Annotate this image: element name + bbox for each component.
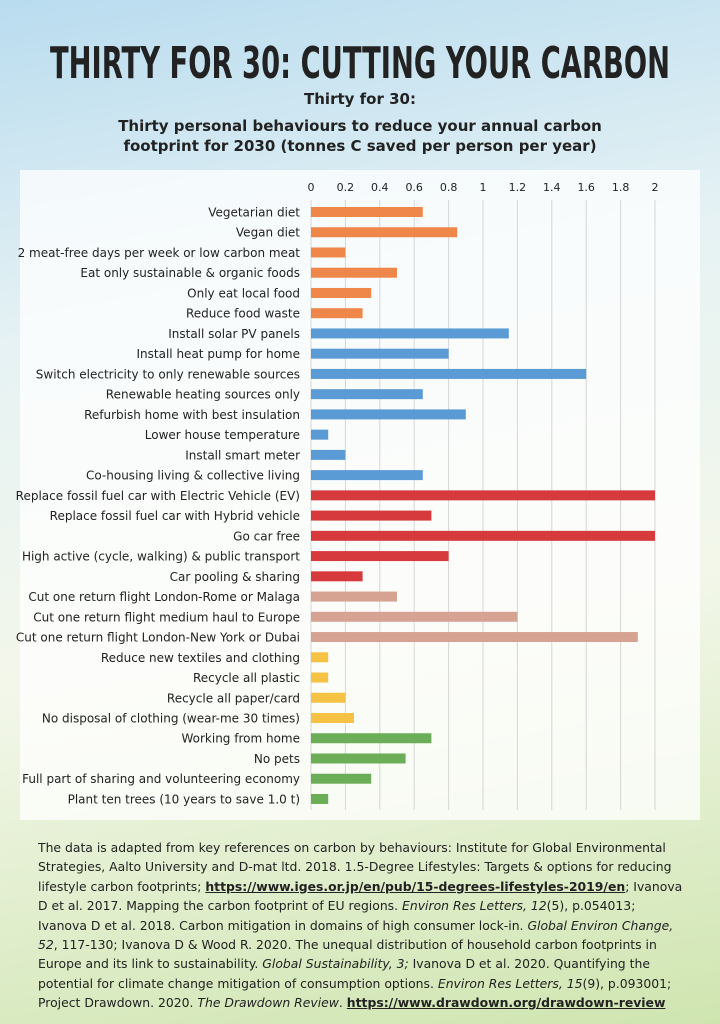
source-text: . xyxy=(338,995,347,1011)
source-text: Ivanova D et al. 2020. Quantifying the p… xyxy=(38,956,650,991)
bar xyxy=(311,490,655,501)
bar xyxy=(311,591,397,602)
y-tick-label: Recycle all plastic xyxy=(193,671,300,685)
bar xyxy=(311,389,423,400)
y-tick-label: High active (cycle, walking) & public tr… xyxy=(22,550,300,564)
y-tick-label: Go car free xyxy=(233,529,300,543)
source-text: The Drawdown Review xyxy=(197,995,339,1011)
x-tick-label: 2 xyxy=(652,181,659,194)
source-text: Environ Res Letters, 12 xyxy=(402,898,547,914)
source-text: Global Environ Change, 52 xyxy=(38,917,674,953)
y-tick-label: Vegan diet xyxy=(236,226,300,240)
source-link[interactable]: https://www.drawdown.org/drawdown-review xyxy=(346,995,666,1011)
bar xyxy=(311,632,638,643)
bar xyxy=(311,713,354,723)
bar xyxy=(311,753,406,764)
source-text: , 117-130; Ivanova D & Wood R. 2020. The… xyxy=(38,937,657,972)
bar xyxy=(311,429,329,440)
y-tick-label: No pets xyxy=(254,752,300,766)
y-tick-label: Only eat local food xyxy=(187,286,300,300)
source-text: (5), p.054013; Ivanova D et al. 2018. Ca… xyxy=(38,898,636,933)
y-tick-label: Replace fossil fuel car with Hybrid vehi… xyxy=(50,509,300,523)
bar xyxy=(311,672,329,683)
y-tick-label: Co-housing living & collective living xyxy=(86,469,300,483)
y-tick-label: Refurbish home with best insulation xyxy=(84,408,300,422)
y-tick-label: Switch electricity to only renewable sou… xyxy=(36,367,300,381)
x-tick-label: 1.8 xyxy=(612,181,630,194)
bar xyxy=(311,267,397,278)
y-tick-label: Cut one return flight London-New York or… xyxy=(16,631,300,645)
bar xyxy=(311,449,346,460)
y-tick-label: Renewable heating sources only xyxy=(106,388,300,402)
x-tick-label: 1.6 xyxy=(577,181,595,194)
y-tick-label: Cut one return flight medium haul to Eur… xyxy=(33,610,300,624)
bar xyxy=(311,287,372,298)
y-tick-label: No disposal of clothing (wear-me 30 time… xyxy=(42,712,300,726)
y-tick-label: Recycle all paper/card xyxy=(167,691,300,705)
bar xyxy=(311,611,518,622)
x-tick-label: 0.2 xyxy=(337,181,355,194)
bar xyxy=(311,308,363,319)
bar xyxy=(311,368,587,379)
y-tick-label: Working from home xyxy=(181,732,300,746)
y-tick-label: Replace fossil fuel car with Electric Ve… xyxy=(16,489,300,503)
bar xyxy=(311,328,509,339)
y-tick-label: Plant ten trees (10 years to save 1.0 t) xyxy=(68,792,300,806)
subtitle: Thirty for 30: xyxy=(304,90,416,108)
x-tick-label: 0 xyxy=(308,181,315,194)
y-tick-label: Reduce food waste xyxy=(186,307,300,321)
x-tick-label: 0.4 xyxy=(371,181,389,194)
source-text: The data is adapted from key references … xyxy=(38,840,672,894)
bar xyxy=(311,773,372,784)
bar xyxy=(311,733,432,744)
y-tick-label: Install solar PV panels xyxy=(168,327,300,341)
y-tick-label: Eat only sustainable & organic foods xyxy=(80,266,300,280)
bar xyxy=(311,793,329,804)
y-tick-label: Install heat pump for home xyxy=(137,347,300,361)
source-text: ; Ivanova D et al. 2017. Mapping the car… xyxy=(38,878,683,914)
x-tick-label: 0.6 xyxy=(405,181,423,194)
bar xyxy=(311,652,329,663)
description: Thirty personal behaviours to reduce you… xyxy=(118,117,602,155)
bar xyxy=(311,551,449,562)
x-tick-label: 1.4 xyxy=(543,181,561,194)
source-text: Global Sustainability, 3; xyxy=(262,956,409,972)
y-tick-label: 2 meat-free days per week or low carbon … xyxy=(18,246,301,260)
y-tick-label: Install smart meter xyxy=(185,448,300,462)
bar xyxy=(311,571,363,582)
y-tick-label: Cut one return flight London-Rome or Mal… xyxy=(28,590,300,604)
bar xyxy=(311,207,423,217)
bar xyxy=(311,409,466,420)
x-tick-label: 1 xyxy=(480,181,487,194)
bar xyxy=(311,692,346,703)
chart-title: THIRTY FOR 30: CUTTING YOUR CARBON xyxy=(50,38,670,89)
source-notes: The data is adapted from key references … xyxy=(38,838,688,1013)
y-tick-label: Reduce new textiles and clothing xyxy=(101,651,300,665)
bar xyxy=(311,247,346,258)
bar xyxy=(311,470,423,481)
bar xyxy=(311,348,449,359)
source-link[interactable]: https://www.iges.or.jp/en/pub/15-degrees… xyxy=(205,878,626,894)
y-tick-label: Full part of sharing and volunteering ec… xyxy=(22,772,300,786)
bar xyxy=(311,227,458,238)
bar xyxy=(311,510,432,521)
source-text: Environ Res Letters, 15 xyxy=(437,975,583,991)
y-tick-label: Lower house temperature xyxy=(145,428,300,442)
source-text: (9), p.093001; Project Drawdown. 2020. xyxy=(38,975,672,1011)
y-tick-label: Vegetarian diet xyxy=(208,206,300,220)
x-tick-label: 0.8 xyxy=(440,181,458,194)
x-tick-label: 1.2 xyxy=(509,181,527,194)
bar xyxy=(311,530,655,541)
y-tick-label: Car pooling & sharing xyxy=(170,570,300,584)
